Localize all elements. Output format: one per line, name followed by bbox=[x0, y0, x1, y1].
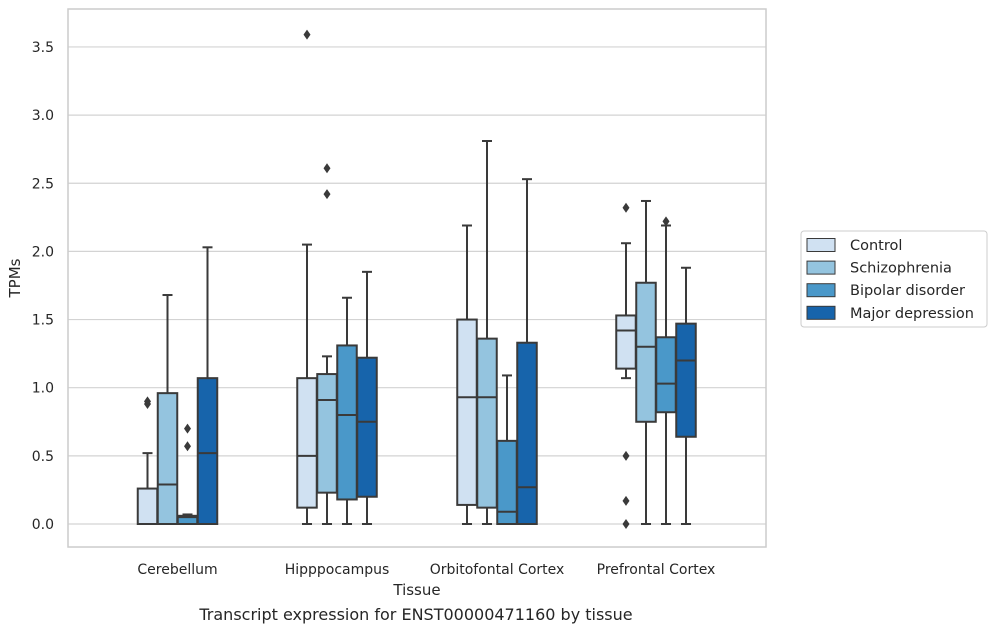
legend-label: Schizophrenia bbox=[850, 261, 952, 277]
legend-swatch bbox=[806, 283, 836, 298]
x-axis-label: Tissue bbox=[392, 581, 440, 599]
box-iqr bbox=[516, 341, 538, 526]
outlier-point bbox=[303, 29, 311, 40]
y-axis-label: TPMs bbox=[6, 258, 24, 298]
box-control-3 bbox=[615, 202, 637, 529]
y-tick-label: 2.5 bbox=[32, 176, 54, 192]
box-schizophrenia-0 bbox=[156, 294, 179, 526]
x-tick-label: Cerebellum bbox=[137, 562, 217, 578]
box-control-2 bbox=[456, 224, 478, 525]
y-tick-label: 0.5 bbox=[32, 449, 54, 465]
plot-frame bbox=[67, 8, 767, 548]
box-schizophrenia-2 bbox=[476, 139, 498, 525]
box-iqr bbox=[296, 377, 318, 509]
box-bipolar-disorder-0 bbox=[176, 423, 199, 526]
box-bipolar-disorder-2 bbox=[496, 374, 518, 525]
box-control-1 bbox=[296, 29, 318, 525]
chart-caption: Transcript expression for ENST0000047116… bbox=[199, 605, 633, 624]
y-tick-label: 0.0 bbox=[32, 517, 54, 533]
outlier-point bbox=[622, 202, 630, 213]
box-iqr bbox=[476, 337, 498, 509]
y-tick-label: 1.5 bbox=[32, 313, 54, 329]
outlier-point bbox=[144, 396, 151, 407]
box-iqr bbox=[336, 344, 358, 501]
outlier-point bbox=[622, 495, 630, 506]
box-bipolar-disorder-1 bbox=[336, 296, 358, 525]
outlier-point bbox=[622, 519, 630, 529]
legend-swatch bbox=[806, 260, 836, 275]
box-iqr bbox=[136, 487, 159, 526]
legend-swatch bbox=[806, 305, 836, 320]
outlier-point bbox=[662, 216, 670, 227]
legend-swatch bbox=[806, 238, 836, 252]
legend-frame bbox=[800, 230, 988, 328]
boxes-layer bbox=[136, 29, 697, 529]
box-iqr bbox=[675, 322, 697, 438]
grid-layer bbox=[68, 46, 766, 525]
box-major-depression-2 bbox=[516, 178, 538, 526]
y-tick-label: 3.5 bbox=[32, 40, 54, 56]
box-schizophrenia-1 bbox=[316, 163, 338, 525]
box-bipolar-disorder-3 bbox=[655, 216, 677, 525]
box-control-0 bbox=[136, 396, 159, 526]
legend-label: Major depression bbox=[850, 306, 974, 322]
box-iqr bbox=[655, 336, 677, 414]
box-iqr bbox=[196, 377, 219, 525]
box-major-depression-3 bbox=[675, 266, 697, 525]
outlier-point bbox=[323, 189, 331, 200]
box-schizophrenia-3 bbox=[635, 199, 657, 525]
x-tick-label: Prefrontal Cortex bbox=[597, 562, 716, 578]
legend: Control Schizophrenia Bipolar disorder Majo… bbox=[800, 230, 988, 328]
y-tick-label: 2.0 bbox=[32, 244, 54, 260]
box-major-depression-1 bbox=[356, 270, 378, 525]
box-iqr bbox=[156, 392, 179, 526]
outlier-point bbox=[323, 163, 331, 174]
outlier-point bbox=[184, 423, 191, 434]
box-major-depression-0 bbox=[196, 246, 219, 525]
legend-label: Control bbox=[850, 238, 902, 254]
box-iqr bbox=[456, 318, 478, 506]
x-tick-label: Hipppocampus bbox=[285, 562, 390, 578]
box-iqr bbox=[316, 373, 338, 494]
x-axis-ticks: Cerebellum Hipppocampus Orbitofontal Corte… bbox=[137, 562, 715, 578]
y-tick-label: 3.0 bbox=[32, 108, 54, 124]
outlier-point bbox=[622, 450, 630, 461]
box-iqr bbox=[615, 314, 637, 370]
box-iqr bbox=[356, 356, 378, 498]
outlier-point bbox=[184, 441, 191, 452]
box-iqr bbox=[635, 281, 657, 423]
y-axis-ticks: 0.0 0.5 1.0 1.5 2.0 2.5 3.0 3.5 bbox=[32, 40, 54, 533]
y-tick-label: 1.0 bbox=[32, 381, 54, 397]
legend-label: Bipolar disorder bbox=[850, 283, 965, 299]
x-tick-label: Orbitofontal Cortex bbox=[430, 562, 565, 578]
